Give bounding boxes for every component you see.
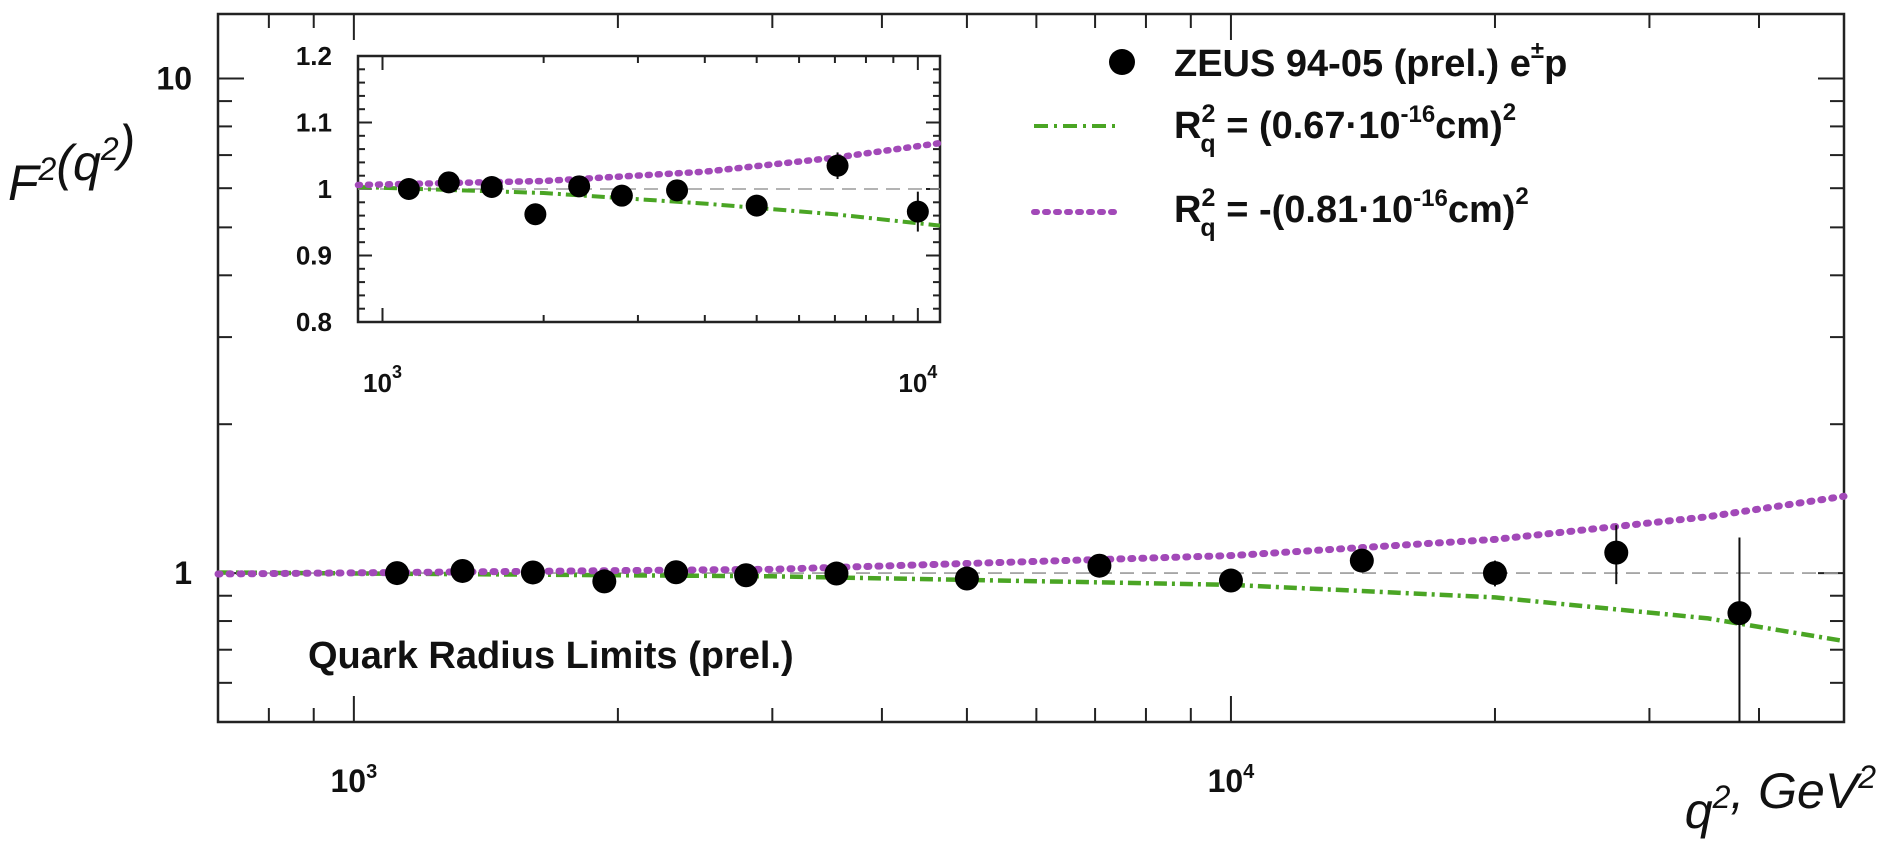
data-point — [385, 561, 410, 586]
data-point — [734, 563, 759, 588]
x-tick-label: 104 — [898, 362, 937, 398]
legend: ZEUS 94-05 (prel.) e±p R2 q = (0.67·10-16… — [1031, 37, 1567, 242]
inset-tick-labels: 103 104 0.8 0.9 1 1.1 1.2 — [296, 41, 937, 398]
data-point — [610, 184, 633, 207]
y-tick-label: 1.1 — [296, 108, 332, 138]
legend-label-green: R2 q = (0.67·10-16cm)2 — [1174, 99, 1516, 158]
data-point — [954, 566, 979, 591]
data-point — [666, 179, 689, 202]
data-point — [1349, 548, 1374, 573]
data-point — [520, 560, 545, 585]
main-plot-frame — [216, 12, 1846, 724]
data-point — [524, 203, 547, 226]
y-axis-label: F2(q2) — [8, 115, 135, 211]
legend-label-zeus: ZEUS 94-05 (prel.) e±p — [1174, 37, 1567, 85]
y-tick-label: 10 — [156, 60, 192, 96]
y-tick-label: 1 — [174, 555, 192, 591]
data-point — [397, 178, 420, 200]
data-point — [437, 171, 460, 194]
y-tick-label: 1.2 — [296, 41, 332, 71]
data-point — [1604, 540, 1629, 565]
main-tick-labels: 103 104 1 10 — [156, 60, 1255, 799]
y-tick-label: 0.8 — [296, 307, 332, 337]
data-point — [1218, 568, 1243, 593]
main-data-points — [385, 525, 1752, 722]
data-point — [1087, 553, 1112, 578]
curve-negative-radius — [354, 139, 944, 189]
data-point — [826, 154, 849, 177]
data-point — [592, 569, 617, 594]
data-point — [664, 560, 689, 585]
data-point — [906, 200, 929, 223]
main-plot: 103 104 1 10 — [156, 12, 1848, 799]
annotation-text: Quark Radius Limits (prel.) — [308, 635, 794, 677]
data-point — [1727, 601, 1752, 626]
data-point — [745, 194, 768, 217]
legend-label-purple: R2 q = -(0.81·10-16cm)2 — [1174, 183, 1529, 242]
inset-data-points — [397, 152, 929, 232]
data-point — [824, 561, 849, 586]
y-tick-label: 0.9 — [296, 241, 332, 271]
legend-marker-points — [1109, 49, 1135, 75]
data-point — [480, 176, 503, 199]
inset-axis-ticks — [357, 55, 940, 323]
x-axis-label: q2, GeV2 — [1685, 759, 1876, 839]
data-point — [568, 175, 591, 198]
data-point — [450, 558, 475, 583]
x-tick-label: 104 — [1208, 761, 1256, 799]
inset-plot: 103 104 0.8 0.9 1 1.1 1.2 — [296, 41, 944, 398]
y-tick-label: 1 — [318, 174, 332, 204]
x-tick-label: 103 — [363, 362, 402, 398]
data-point — [1482, 561, 1507, 586]
x-tick-label: 103 — [331, 761, 378, 799]
